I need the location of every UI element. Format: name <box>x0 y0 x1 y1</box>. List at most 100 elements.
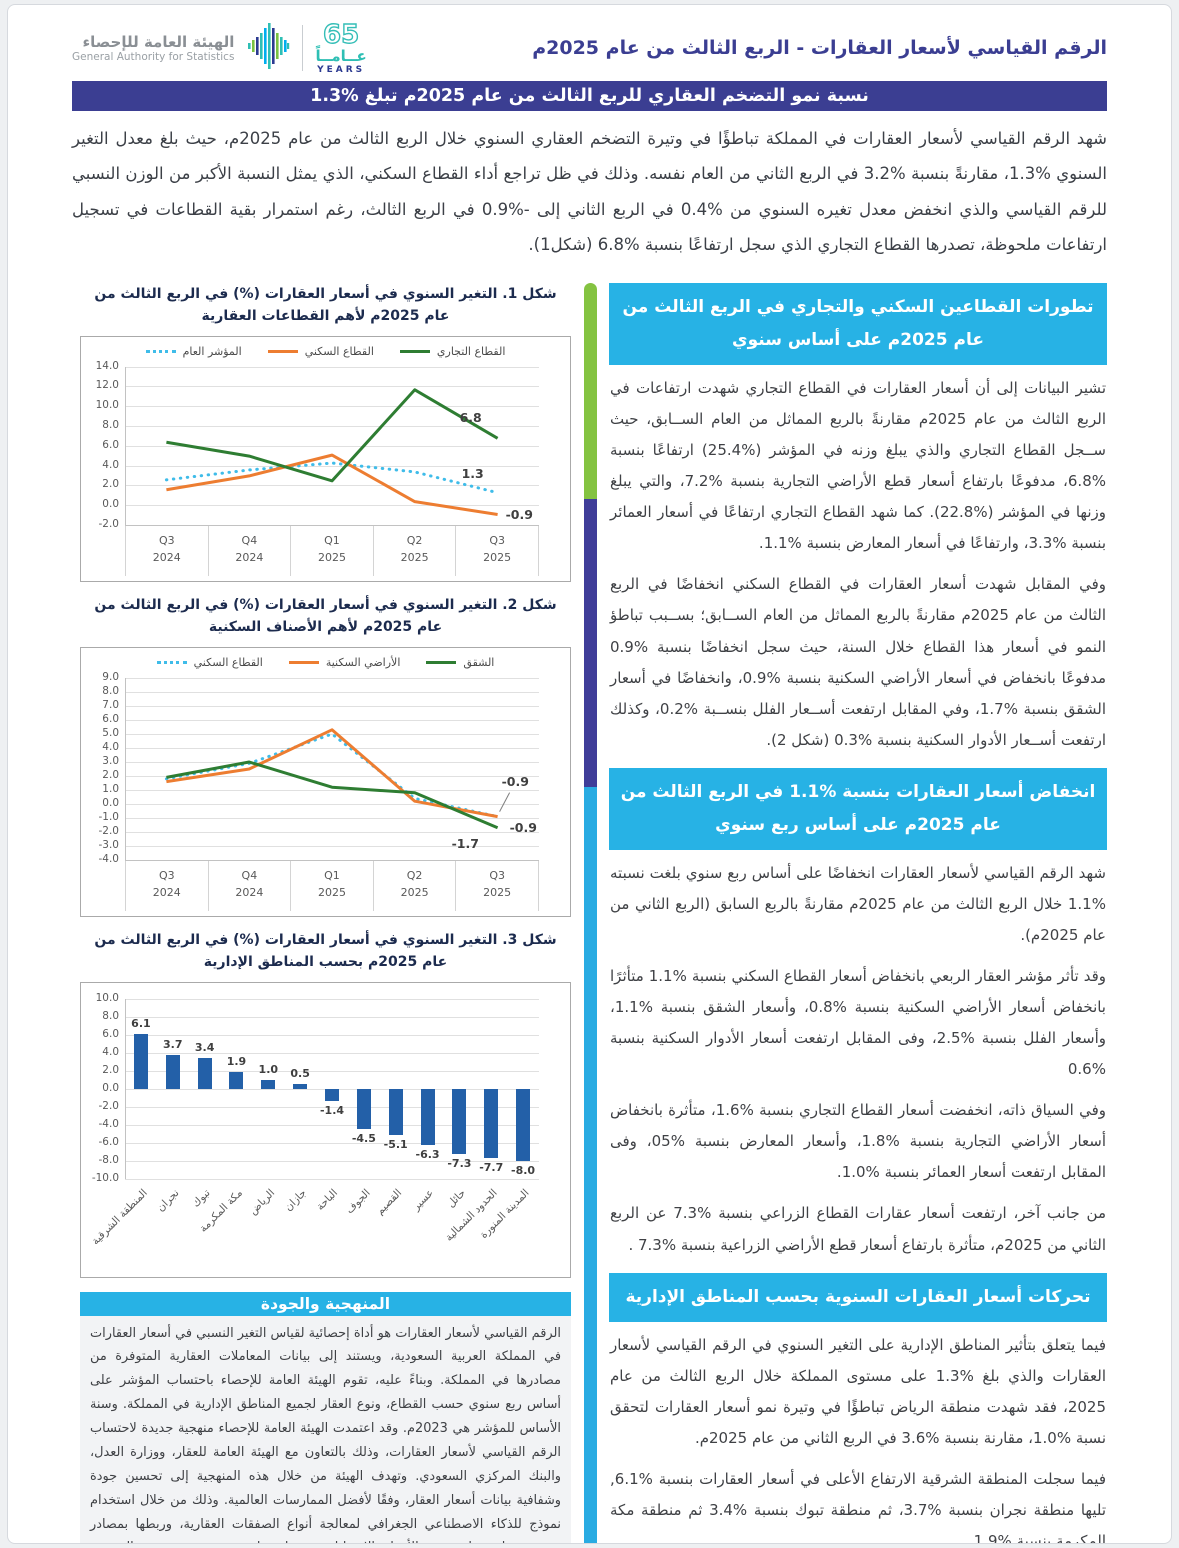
accent-bar-green-segment <box>584 282 597 499</box>
x-axis-category: Q2 2025 <box>372 526 456 577</box>
accent-bar-indigo-segment <box>584 498 597 787</box>
anniversary-number: 65 <box>322 19 360 50</box>
legend-item: الشقق <box>426 656 494 669</box>
legend-item: القطاع السكني <box>156 655 263 669</box>
line-legend-icon <box>399 349 430 353</box>
fig1-legend: المؤشر العام القطاع السكني القطاع التجاري <box>85 345 566 358</box>
legend-label: القطاع السكني <box>304 344 374 358</box>
section3-paragraph2: فيما سجلت المنطقة الشرقية الارتفاع الأعل… <box>610 1469 1106 1544</box>
bar-value-label: 3.7 <box>163 1038 183 1052</box>
dotted-line-legend-icon <box>145 349 176 353</box>
figure1-title: شكل 1. التغير السنوي في أسعار العقارات (… <box>94 285 557 325</box>
legend-item: القطاع التجاري <box>399 344 506 358</box>
series-end-value-label: 6.8 <box>459 409 482 425</box>
x-axis-category: Q3 2025 <box>455 526 539 577</box>
bar-8 <box>388 1088 403 1135</box>
bar-3 <box>229 1071 244 1089</box>
fig1-x-axis: Q3 2024 Q4 2024 Q1 2025 Q2 2025 Q3 2025 <box>125 525 539 577</box>
bar-value-label: -1.4 <box>319 1104 345 1118</box>
section3-paragraph1: فيما يتعلق بتأثير المناطق الإدارية على ا… <box>610 1335 1106 1447</box>
anniversary-65-years: 65 عــامــاً YEARS <box>315 19 367 75</box>
main-title-banner: نسبة نمو التضخم العقاري للربع الثالث من … <box>72 81 1107 111</box>
bar-value-label: -6.3 <box>415 1148 440 1162</box>
section2-heading: انخفاض أسعار العقارات بنسبة %1.1 في الرب… <box>609 767 1107 850</box>
fig2-x-axis: Q3 2024 Q4 2024 Q1 2025 Q2 2025 Q3 2025 <box>125 859 539 911</box>
methodology-section: المنهجية والجودة الرقم القياسي لأسعار ال… <box>80 1291 571 1543</box>
figure1: شكل 1. التغير السنوي في أسعار العقارات (… <box>80 283 571 583</box>
bar-7 <box>356 1088 371 1130</box>
bar-category-label: الرياض <box>246 1186 277 1217</box>
figure3-bar-chart: 10.0 8.0 6.0 4.0 2.0 0.0 -2.0 -4.0 -6.0 -8.0 -10.0… <box>80 981 571 1278</box>
bar-category-label: جازان <box>282 1186 309 1214</box>
x-axis-category: Q3 2025 <box>455 860 539 911</box>
bar-0 <box>133 1033 148 1089</box>
bar-value-label: 0.5 <box>290 1067 310 1081</box>
legend-label: القطاع السكني <box>193 655 263 669</box>
methodology-body: الرقم القياسي لأسعار العقارات هو أداة إح… <box>80 1315 571 1543</box>
bar-value-label: 6.1 <box>131 1016 151 1030</box>
bar-1 <box>165 1055 180 1089</box>
series-end-value-label: -0.9 <box>509 820 537 836</box>
line-legend-icon <box>267 349 298 353</box>
bar-value-label: 1.0 <box>258 1062 279 1076</box>
line-legend-icon <box>426 660 457 664</box>
section3-heading: تحركات أسعار العقارات السنوية بحسب المنا… <box>609 1272 1107 1322</box>
two-column-layout: تطورات القطاعين السكني والتجاري في الربع… <box>72 271 1107 1544</box>
section2-paragraph3: وفي السياق ذاته، انخفضت أسعار القطاع الت… <box>610 1101 1106 1182</box>
section2-paragraph1: شهد الرقم القياسي لأسعار العقارات انخفاض… <box>610 864 1106 945</box>
accent-bar <box>584 282 597 1543</box>
dotted-line-legend-icon <box>156 660 187 664</box>
section2-paragraph2: وقد تأثر مؤشر العقار الربعي بانخفاض أسعا… <box>610 967 1106 1079</box>
charts-column: شكل 1. التغير السنوي في أسعار العقارات (… <box>80 271 571 1543</box>
bar-2 <box>197 1058 212 1089</box>
bar-value-label: -8.0 <box>511 1163 536 1177</box>
anniversary-english: YEARS <box>317 64 366 75</box>
series-end-value-label: -0.9 <box>501 774 529 790</box>
bar-value-label: -5.1 <box>383 1137 408 1151</box>
bar-5 <box>293 1084 308 1089</box>
bar-4 <box>261 1079 276 1089</box>
legend-label: القطاع التجاري <box>436 344 506 358</box>
accent-bar-cyan-segment <box>584 786 597 1543</box>
bar-12 <box>516 1088 531 1161</box>
legend-item: المؤشر العام <box>145 345 242 358</box>
section1-paragraph2: وفي المقابل شهدت أسعار العقارات في القطا… <box>610 575 1107 749</box>
bar-category-label: حائل <box>444 1186 468 1210</box>
section1-paragraph1: تشير البيانات إلى أن أسعار العقارات في ا… <box>610 379 1107 553</box>
figure2: شكل 2. التغير السنوي في أسعار العقارات (… <box>80 594 571 917</box>
document-title: الرقم القياسي لأسعار العقارات - الربع ال… <box>532 37 1107 59</box>
gastat-logo: الهيئة العامة للإحصاء General Authority … <box>72 20 367 76</box>
bar-category-label: الباحة <box>314 1186 341 1213</box>
bar-6 <box>325 1088 339 1102</box>
bar-value-label: -4.5 <box>351 1132 376 1146</box>
series-end-value-label: -1.7 <box>451 835 479 851</box>
header-divider <box>302 25 304 71</box>
section1-heading: تطورات القطاعين السكني والتجاري في الربع… <box>609 282 1107 366</box>
figure2-title: شكل 2. التغير السنوي في أسعار العقارات (… <box>94 597 557 636</box>
column-divider <box>571 271 609 1543</box>
bar-value-label: -7.7 <box>479 1160 504 1174</box>
bar-category-label: القصيم <box>373 1186 405 1217</box>
figure2-line-chart: القطاع السكني الأراضي السكنية الشقق 9.0 8.0 7… <box>80 646 571 917</box>
x-axis-category: Q2 2025 <box>372 860 456 911</box>
text-column: تطورات القطاعين السكني والتجاري في الربع… <box>609 271 1107 1544</box>
line-legend-icon <box>288 660 319 664</box>
methodology-text: الرقم القياسي لأسعار العقارات هو أداة إح… <box>90 1325 561 1543</box>
bar-category-label: الجوف <box>343 1186 373 1216</box>
org-name-arabic: الهيئة العامة للإحصاء <box>82 33 235 51</box>
x-axis-category: Q3 2024 <box>125 860 208 911</box>
intro-paragraph: شهد الرقم القياسي لأسعار العقارات في الم… <box>72 129 1108 255</box>
report-page: الرقم القياسي لأسعار العقارات - الربع ال… <box>7 4 1172 1544</box>
section2-paragraph4: من جانب آخر، ارتفعت أسعار عقارات القطاع … <box>610 1204 1107 1254</box>
bar-category-label: نجران <box>154 1186 182 1214</box>
org-name-english: General Authority for Statistics <box>72 51 235 63</box>
methodology-heading: المنهجية والجودة <box>80 1291 571 1316</box>
fig2-legend: القطاع السكني الأراضي السكنية الشقق <box>85 656 566 669</box>
gastat-logo-mark-icon <box>246 20 290 76</box>
anniversary-arabic: عــامــاً <box>315 46 367 65</box>
x-axis-category: Q1 2025 <box>290 860 373 911</box>
legend-label: الأراضي السكنية <box>325 655 401 669</box>
legend-item: الأراضي السكنية <box>288 655 401 669</box>
bar-9 <box>420 1088 435 1146</box>
figure1-line-chart: المؤشر العام القطاع السكني القطاع التجاري 1… <box>80 335 571 583</box>
